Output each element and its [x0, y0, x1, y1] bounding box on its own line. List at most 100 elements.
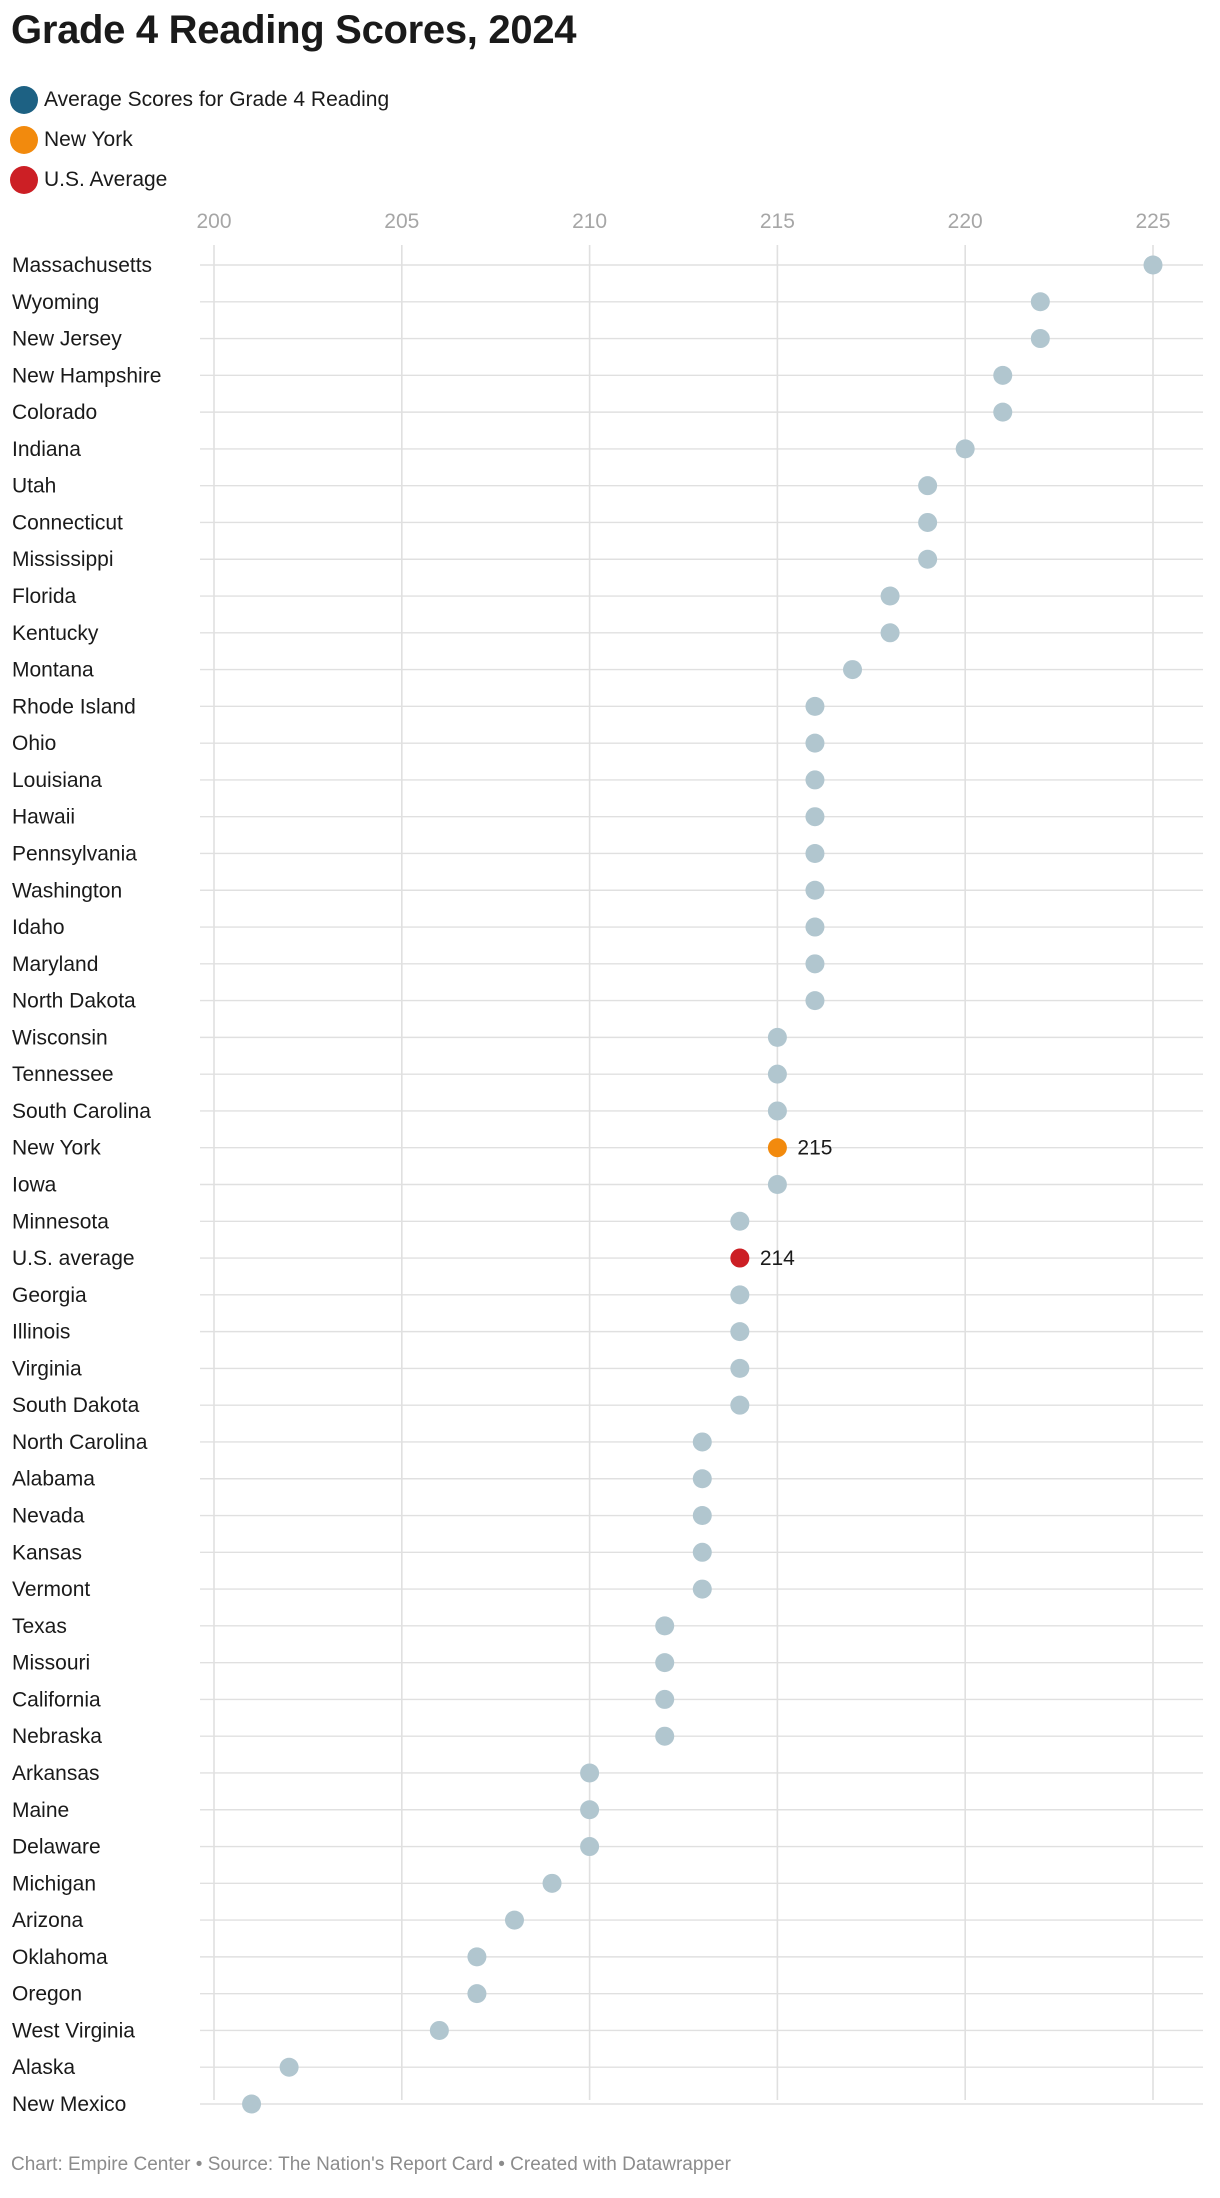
row-label-georgia: Georgia — [12, 1284, 87, 1307]
row-label-south-dakota: South Dakota — [12, 1394, 140, 1417]
row-label-maine: Maine — [12, 1799, 69, 1822]
dot-florida — [880, 586, 900, 606]
dot-minnesota — [730, 1211, 750, 1231]
row-label-montana: Montana — [12, 659, 94, 682]
legend-swatch-average — [10, 86, 38, 114]
row-label-new-hampshire: New Hampshire — [12, 364, 161, 387]
dot-kansas — [692, 1542, 712, 1562]
row-label-oregon: Oregon — [12, 1983, 82, 2006]
dot-plot: 200 205 210 215 220 225 Massachusetts Wyoming Ne… — [12, 210, 1203, 2116]
dot-arizona — [504, 1910, 524, 1930]
dot-u-s-average — [730, 1248, 750, 1268]
legend-label-new-york: New York — [44, 128, 133, 151]
dot-nebraska — [655, 1726, 675, 1746]
row-label-arkansas: Arkansas — [12, 1762, 100, 1785]
row-label-south-carolina: South Carolina — [12, 1100, 151, 1123]
chart-title: Grade 4 Reading Scores, 2024 — [11, 8, 577, 52]
row-label-kansas: Kansas — [12, 1541, 82, 1564]
row-label-kentucky: Kentucky — [12, 622, 99, 645]
dot-mississippi — [918, 549, 938, 569]
dot-oregon — [467, 1984, 487, 2004]
chart-footer: Chart: Empire Center • Source: The Natio… — [11, 2154, 731, 2175]
dot-new-hampshire — [993, 365, 1013, 385]
row-label-delaware: Delaware — [12, 1836, 101, 1859]
legend-swatch-us-average — [10, 166, 38, 194]
row-label-massachusetts: Massachusetts — [12, 254, 152, 277]
dot-wisconsin — [767, 1027, 787, 1047]
legend-item-us-average: U.S. Average — [10, 160, 389, 200]
dot-montana — [843, 660, 863, 680]
dot-missouri — [655, 1653, 675, 1673]
x-tick-label-220: 220 — [948, 210, 983, 233]
legend: Average Scores for Grade 4 Reading New Y… — [10, 80, 389, 200]
dot-south-dakota — [730, 1395, 750, 1415]
row-label-new-york: New York — [12, 1137, 101, 1160]
data-label-u-s-average: 214 — [760, 1247, 795, 1270]
dot-alabama — [692, 1469, 712, 1489]
row-label-arizona: Arizona — [12, 1909, 84, 1932]
dot-colorado — [993, 402, 1013, 422]
dot-hawaii — [805, 807, 825, 827]
dot-kentucky — [880, 623, 900, 643]
row-label-north-dakota: North Dakota — [12, 990, 136, 1013]
dot-texas — [655, 1616, 675, 1636]
legend-item-average: Average Scores for Grade 4 Reading — [10, 80, 389, 120]
row-label-new-mexico: New Mexico — [12, 2093, 126, 2116]
dot-new-mexico — [242, 2094, 262, 2114]
dot-illinois — [730, 1322, 750, 1342]
row-label-wisconsin: Wisconsin — [12, 1026, 108, 1049]
dot-pennsylvania — [805, 843, 825, 863]
row-label-alabama: Alabama — [12, 1468, 95, 1491]
row-label-rhode-island: Rhode Island — [12, 695, 136, 718]
dot-utah — [918, 476, 938, 496]
row-label-nevada: Nevada — [12, 1505, 85, 1528]
dot-california — [655, 1689, 675, 1709]
dot-north-dakota — [805, 991, 825, 1011]
row-label-missouri: Missouri — [12, 1652, 90, 1675]
dot-connecticut — [918, 512, 938, 532]
x-tick-label-210: 210 — [572, 210, 607, 233]
row-label-oklahoma: Oklahoma — [12, 1946, 108, 1969]
row-label-washington: Washington — [12, 879, 122, 902]
dot-maryland — [805, 954, 825, 974]
dot-louisiana — [805, 770, 825, 790]
dot-west-virginia — [429, 2020, 449, 2040]
x-tick-label-215: 215 — [760, 210, 795, 233]
data-label-new-york: 215 — [797, 1137, 832, 1160]
legend-item-new-york: New York — [10, 120, 389, 160]
row-label-u-s-average: U.S. average — [12, 1247, 135, 1270]
dot-washington — [805, 880, 825, 900]
dot-south-carolina — [767, 1101, 787, 1121]
row-label-indiana: Indiana — [12, 438, 81, 461]
row-label-virginia: Virginia — [12, 1357, 82, 1380]
row-label-utah: Utah — [12, 475, 56, 498]
x-tick-label-225: 225 — [1135, 210, 1170, 233]
row-label-louisiana: Louisiana — [12, 769, 102, 792]
legend-swatch-new-york — [10, 126, 38, 154]
dot-nevada — [692, 1506, 712, 1526]
dot-rhode-island — [805, 696, 825, 716]
dot-alaska — [279, 2057, 299, 2077]
row-label-alaska: Alaska — [12, 2056, 75, 2079]
dot-oklahoma — [467, 1947, 487, 1967]
row-label-maryland: Maryland — [12, 953, 98, 976]
dot-new-jersey — [1030, 329, 1050, 349]
dot-virginia — [730, 1358, 750, 1378]
x-tick-label-200: 200 — [196, 210, 231, 233]
row-label-ohio: Ohio — [12, 732, 56, 755]
x-tick-label-205: 205 — [384, 210, 419, 233]
row-label-texas: Texas — [12, 1615, 67, 1638]
dot-michigan — [542, 1873, 562, 1893]
dot-ohio — [805, 733, 825, 753]
dot-iowa — [767, 1175, 787, 1194]
row-label-tennessee: Tennessee — [12, 1063, 114, 1086]
row-label-vermont: Vermont — [12, 1578, 90, 1601]
row-label-idaho: Idaho — [12, 916, 65, 939]
row-label-nebraska: Nebraska — [12, 1725, 102, 1748]
row-label-wyoming: Wyoming — [12, 291, 99, 314]
dot-indiana — [955, 439, 975, 459]
dot-vermont — [692, 1579, 712, 1599]
dot-maine — [580, 1800, 600, 1820]
dot-georgia — [730, 1285, 750, 1305]
row-label-michigan: Michigan — [12, 1872, 96, 1895]
